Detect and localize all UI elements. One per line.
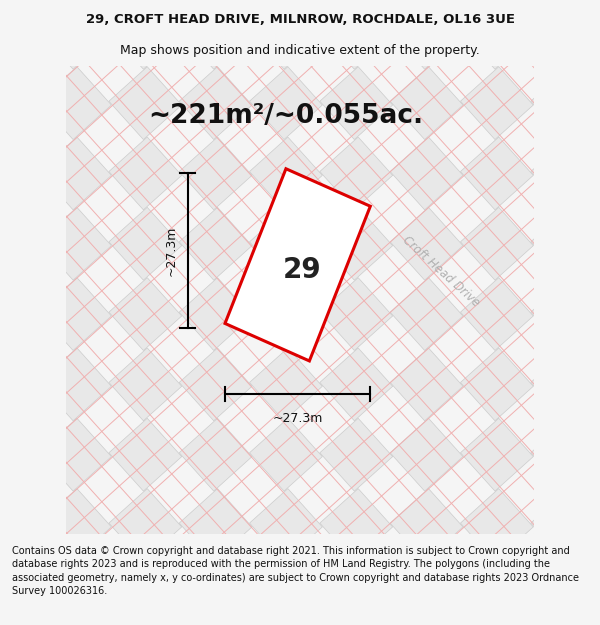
- Polygon shape: [225, 169, 370, 361]
- Polygon shape: [179, 278, 252, 351]
- Polygon shape: [179, 137, 252, 210]
- Polygon shape: [109, 348, 182, 421]
- Text: 29, CROFT HEAD DRIVE, MILNROW, ROCHDALE, OL16 3UE: 29, CROFT HEAD DRIVE, MILNROW, ROCHDALE,…: [86, 13, 515, 26]
- Polygon shape: [320, 208, 392, 280]
- Polygon shape: [320, 67, 392, 139]
- Polygon shape: [390, 559, 463, 625]
- Polygon shape: [0, 278, 41, 351]
- Polygon shape: [250, 278, 322, 351]
- Polygon shape: [109, 208, 182, 280]
- Polygon shape: [531, 137, 600, 210]
- Polygon shape: [460, 0, 533, 69]
- Polygon shape: [179, 559, 252, 625]
- Polygon shape: [320, 137, 392, 210]
- Text: ~27.3m: ~27.3m: [272, 412, 323, 426]
- Polygon shape: [38, 559, 112, 625]
- Polygon shape: [250, 67, 322, 139]
- Polygon shape: [390, 278, 463, 351]
- Polygon shape: [0, 559, 41, 625]
- Polygon shape: [531, 208, 600, 280]
- Polygon shape: [0, 489, 41, 561]
- Polygon shape: [531, 348, 600, 421]
- Polygon shape: [109, 489, 182, 561]
- Polygon shape: [320, 418, 392, 491]
- Polygon shape: [531, 418, 600, 491]
- Polygon shape: [320, 0, 392, 69]
- Text: ~27.3m: ~27.3m: [164, 226, 178, 276]
- Polygon shape: [390, 208, 463, 280]
- Polygon shape: [460, 348, 533, 421]
- Text: Contains OS data © Crown copyright and database right 2021. This information is : Contains OS data © Crown copyright and d…: [12, 546, 579, 596]
- Text: Croft Head Drive: Croft Head Drive: [400, 234, 482, 310]
- Polygon shape: [460, 137, 533, 210]
- Polygon shape: [390, 348, 463, 421]
- Polygon shape: [460, 208, 533, 280]
- Polygon shape: [179, 0, 252, 69]
- Polygon shape: [320, 559, 392, 625]
- Polygon shape: [320, 278, 392, 351]
- Polygon shape: [38, 278, 112, 351]
- Polygon shape: [109, 418, 182, 491]
- Polygon shape: [38, 348, 112, 421]
- Polygon shape: [109, 559, 182, 625]
- Polygon shape: [0, 137, 41, 210]
- Polygon shape: [531, 67, 600, 139]
- Polygon shape: [0, 208, 41, 280]
- Polygon shape: [390, 0, 463, 69]
- Polygon shape: [0, 0, 41, 69]
- Polygon shape: [250, 137, 322, 210]
- Polygon shape: [250, 489, 322, 561]
- Polygon shape: [250, 208, 322, 280]
- Polygon shape: [320, 348, 392, 421]
- Polygon shape: [38, 418, 112, 491]
- Polygon shape: [179, 489, 252, 561]
- Polygon shape: [109, 278, 182, 351]
- Polygon shape: [38, 208, 112, 280]
- Polygon shape: [320, 489, 392, 561]
- Polygon shape: [0, 348, 41, 421]
- Polygon shape: [38, 0, 112, 69]
- Polygon shape: [179, 208, 252, 280]
- Text: 29: 29: [283, 256, 322, 284]
- Polygon shape: [390, 489, 463, 561]
- Polygon shape: [531, 559, 600, 625]
- Polygon shape: [250, 0, 322, 69]
- Polygon shape: [38, 67, 112, 139]
- Polygon shape: [109, 0, 182, 69]
- Text: Map shows position and indicative extent of the property.: Map shows position and indicative extent…: [120, 44, 480, 57]
- Polygon shape: [38, 137, 112, 210]
- Polygon shape: [250, 559, 322, 625]
- Polygon shape: [250, 348, 322, 421]
- Polygon shape: [531, 489, 600, 561]
- Polygon shape: [0, 418, 41, 491]
- Polygon shape: [460, 418, 533, 491]
- Polygon shape: [0, 67, 41, 139]
- Polygon shape: [179, 418, 252, 491]
- Polygon shape: [460, 278, 533, 351]
- Polygon shape: [109, 137, 182, 210]
- Polygon shape: [250, 418, 322, 491]
- Text: ~221m²/~0.055ac.: ~221m²/~0.055ac.: [148, 103, 424, 129]
- Polygon shape: [390, 418, 463, 491]
- Polygon shape: [390, 67, 463, 139]
- Polygon shape: [390, 137, 463, 210]
- Polygon shape: [531, 0, 600, 69]
- Polygon shape: [109, 67, 182, 139]
- Polygon shape: [38, 489, 112, 561]
- Polygon shape: [460, 67, 533, 139]
- Polygon shape: [460, 489, 533, 561]
- Polygon shape: [460, 559, 533, 625]
- Polygon shape: [531, 278, 600, 351]
- Polygon shape: [179, 348, 252, 421]
- Polygon shape: [179, 67, 252, 139]
